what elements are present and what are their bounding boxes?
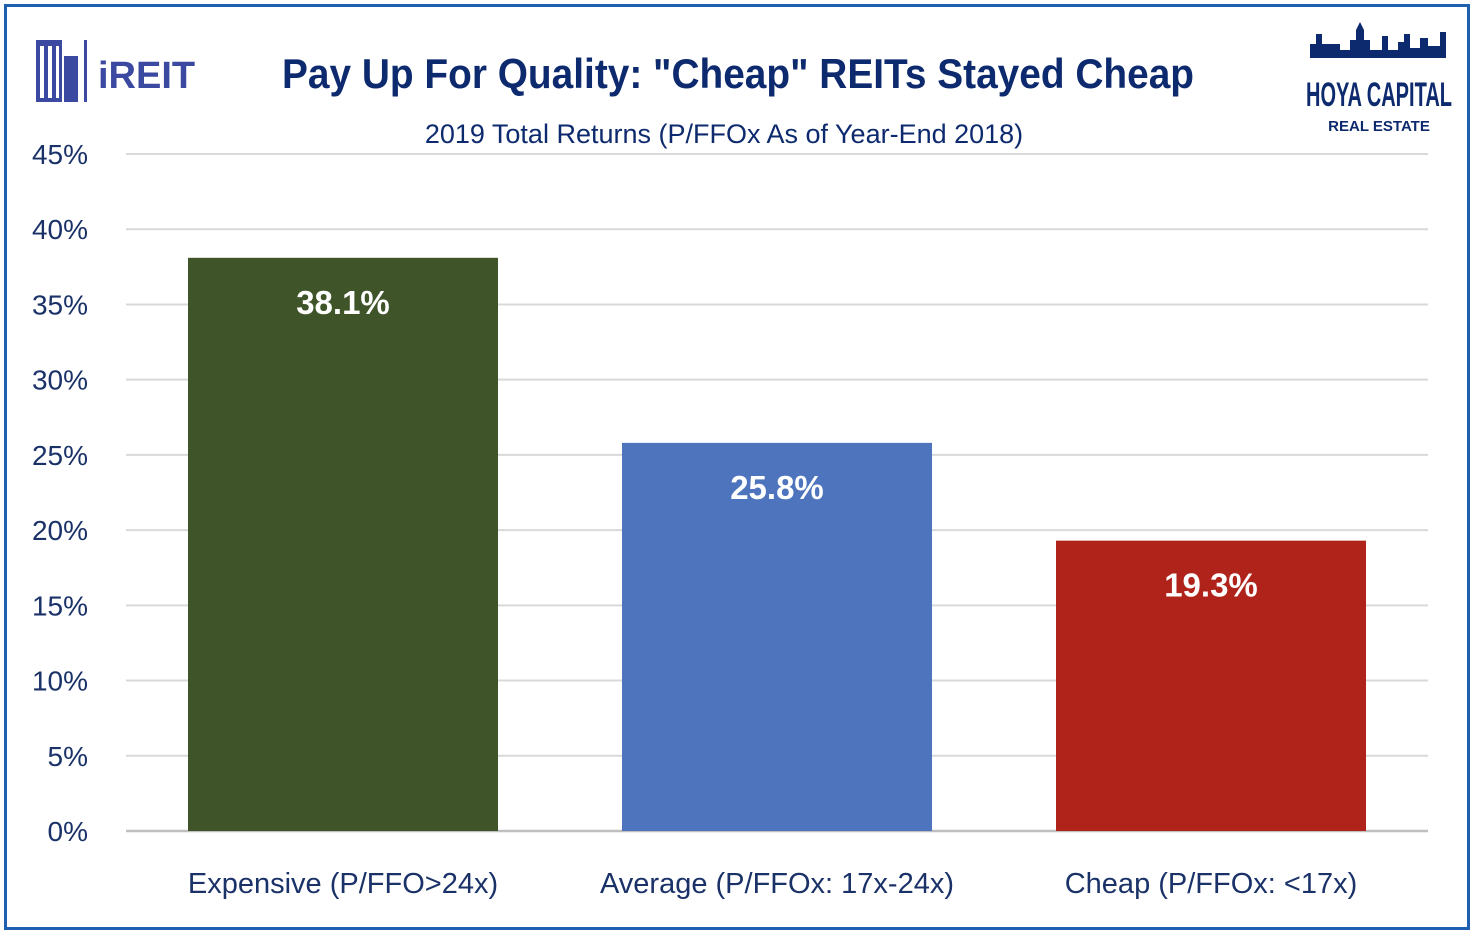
data-label: 38.1% [296,284,390,321]
hoya-capital-logo: HOYA CAPITAL REAL ESTATE [1306,22,1452,135]
data-label: 25.8% [730,469,824,506]
x-category-label: Expensive (P/FFO>24x) [188,868,498,900]
x-axis: Expensive (P/FFO>24x) Average (P/FFOx: 17… [188,868,1357,900]
bar-1 [188,257,498,832]
y-axis: 0% 5% 10% 15% 20% 25% 30% 35% 40% 45% [32,139,88,847]
y-tick-label: 15% [32,590,88,621]
ireit-logo-text: iREIT [98,55,195,97]
bar-3 [1056,540,1366,831]
bars [188,257,1366,832]
hoya-logo-line1: HOYA CAPITAL [1306,76,1452,114]
x-category-label: Average (P/FFOx: 17x-24x) [600,868,954,900]
bar-2 [622,442,932,831]
skyline-icon [1310,22,1446,58]
y-tick-label: 40% [32,214,88,245]
y-tick-label: 25% [32,440,88,471]
chart-subtitle: 2019 Total Returns (P/FFOx As of Year-En… [425,119,1023,149]
y-tick-label: 20% [32,515,88,546]
chart-title: Pay Up For Quality: "Cheap" REITs Stayed… [282,50,1194,97]
ireit-logo-tower [64,56,78,102]
y-tick-label: 30% [32,365,88,396]
hoya-logo-line2: REAL ESTATE [1328,118,1430,135]
y-tick-label: 10% [32,666,88,697]
x-category-label: Cheap (P/FFOx: <17x) [1065,868,1358,900]
data-label: 19.3% [1164,567,1258,604]
ireit-logo: iREIT [36,40,195,102]
y-tick-label: 45% [32,139,88,170]
y-tick-label: 5% [48,741,88,772]
y-tick-label: 0% [48,816,88,847]
y-tick-label: 35% [32,289,88,320]
data-labels: 38.1% 25.8% 19.3% [296,284,1258,604]
